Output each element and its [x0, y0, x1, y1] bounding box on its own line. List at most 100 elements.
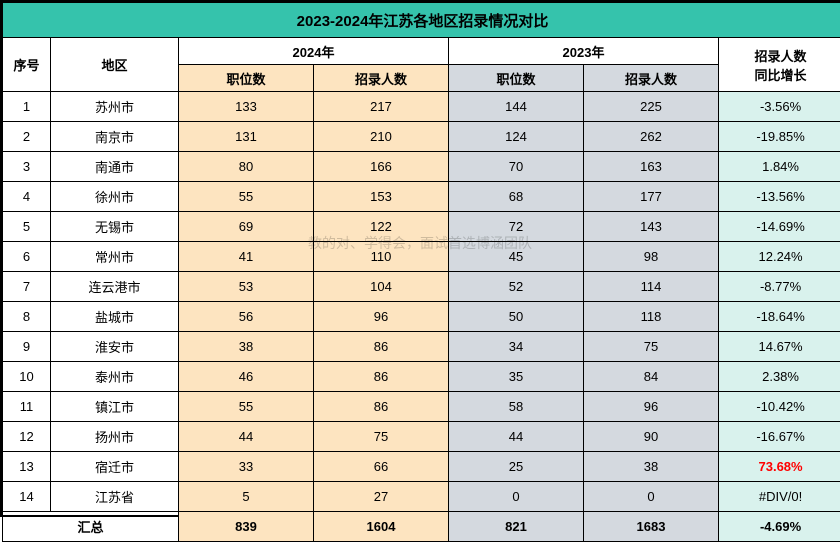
table-row: 4徐州市5515368177-13.56%: [3, 182, 840, 212]
cell-2024-people: 110: [314, 242, 449, 272]
cell-rate: 12.24%: [719, 242, 840, 272]
table-row: 2南京市131210124262-19.85%: [3, 122, 840, 152]
cell-seq: 1: [3, 92, 51, 122]
table-row: 9淮安市3886347514.67%: [3, 332, 840, 362]
cell-seq: 7: [3, 272, 51, 302]
table-row: 13宿迁市3366253873.68%: [3, 452, 840, 482]
cell-seq: 5: [3, 212, 51, 242]
cell-2024-positions: 38: [179, 332, 314, 362]
cell-2024-people: 27: [314, 482, 449, 512]
summary-2024-people: 1604: [314, 512, 449, 542]
cell-region: 泰州市: [51, 362, 179, 392]
header-2023: 2023年: [449, 38, 719, 65]
cell-2024-positions: 55: [179, 182, 314, 212]
cell-seq: 10: [3, 362, 51, 392]
cell-rate: -14.69%: [719, 212, 840, 242]
cell-rate: 14.67%: [719, 332, 840, 362]
summary-label: 汇总: [3, 512, 179, 542]
cell-2023-positions: 50: [449, 302, 584, 332]
recruitment-table: 2023-2024年江苏各地区招录情况对比 序号 地区 2024年 2023年 …: [2, 2, 840, 542]
cell-2023-positions: 52: [449, 272, 584, 302]
cell-2023-people: 143: [584, 212, 719, 242]
cell-2023-positions: 124: [449, 122, 584, 152]
table-row: 12扬州市44754490-16.67%: [3, 422, 840, 452]
cell-2024-positions: 5: [179, 482, 314, 512]
summary-2023-people: 1683: [584, 512, 719, 542]
header-rate-line2: 同比增长: [719, 65, 840, 84]
cell-2024-positions: 80: [179, 152, 314, 182]
table-container: 教的对、学得会，面试首选博涵团队 2023-2024年江苏各地区招录情况对比 序…: [0, 0, 840, 517]
cell-2024-people: 104: [314, 272, 449, 302]
cell-seq: 8: [3, 302, 51, 332]
cell-region: 南通市: [51, 152, 179, 182]
cell-2023-people: 84: [584, 362, 719, 392]
cell-seq: 9: [3, 332, 51, 362]
cell-region: 无锡市: [51, 212, 179, 242]
summary-2024-positions: 839: [179, 512, 314, 542]
cell-2023-people: 90: [584, 422, 719, 452]
header-rate: 招录人数 同比增长: [719, 38, 840, 92]
header-region: 地区: [51, 38, 179, 92]
cell-2024-positions: 41: [179, 242, 314, 272]
cell-region: 盐城市: [51, 302, 179, 332]
cell-2024-positions: 46: [179, 362, 314, 392]
cell-2023-positions: 25: [449, 452, 584, 482]
cell-rate: #DIV/0!: [719, 482, 840, 512]
cell-region: 江苏省: [51, 482, 179, 512]
cell-2023-positions: 35: [449, 362, 584, 392]
table-row: 1苏州市133217144225-3.56%: [3, 92, 840, 122]
cell-2023-positions: 72: [449, 212, 584, 242]
cell-2023-people: 114: [584, 272, 719, 302]
cell-2023-people: 98: [584, 242, 719, 272]
cell-2024-people: 96: [314, 302, 449, 332]
cell-seq: 3: [3, 152, 51, 182]
cell-rate: 2.38%: [719, 362, 840, 392]
cell-2023-positions: 58: [449, 392, 584, 422]
table-title: 2023-2024年江苏各地区招录情况对比: [3, 3, 840, 38]
cell-region: 连云港市: [51, 272, 179, 302]
cell-rate: -19.85%: [719, 122, 840, 152]
table-row: 5无锡市6912272143-14.69%: [3, 212, 840, 242]
cell-region: 宿迁市: [51, 452, 179, 482]
cell-region: 镇江市: [51, 392, 179, 422]
cell-2023-people: 118: [584, 302, 719, 332]
summary-rate: -4.69%: [719, 512, 840, 542]
cell-seq: 12: [3, 422, 51, 452]
cell-2024-people: 166: [314, 152, 449, 182]
cell-2024-people: 217: [314, 92, 449, 122]
cell-2023-people: 96: [584, 392, 719, 422]
header-2024: 2024年: [179, 38, 449, 65]
cell-2023-people: 38: [584, 452, 719, 482]
summary-2023-positions: 821: [449, 512, 584, 542]
table-row: 7连云港市5310452114-8.77%: [3, 272, 840, 302]
cell-seq: 11: [3, 392, 51, 422]
cell-rate: -18.64%: [719, 302, 840, 332]
cell-2023-positions: 70: [449, 152, 584, 182]
cell-2023-positions: 34: [449, 332, 584, 362]
table-row: 3南通市80166701631.84%: [3, 152, 840, 182]
cell-2023-people: 177: [584, 182, 719, 212]
header-rate-line1: 招录人数: [719, 46, 840, 65]
cell-2023-people: 262: [584, 122, 719, 152]
cell-2024-people: 153: [314, 182, 449, 212]
cell-2023-positions: 45: [449, 242, 584, 272]
cell-region: 苏州市: [51, 92, 179, 122]
cell-rate: -13.56%: [719, 182, 840, 212]
table-row: 8盐城市569650118-18.64%: [3, 302, 840, 332]
cell-region: 扬州市: [51, 422, 179, 452]
table-row: 11镇江市55865896-10.42%: [3, 392, 840, 422]
cell-2024-positions: 131: [179, 122, 314, 152]
header-seq: 序号: [3, 38, 51, 92]
cell-2023-people: 0: [584, 482, 719, 512]
cell-seq: 2: [3, 122, 51, 152]
cell-2023-positions: 68: [449, 182, 584, 212]
summary-row: 汇总83916048211683-4.69%: [3, 512, 840, 542]
cell-seq: 14: [3, 482, 51, 512]
cell-2023-positions: 144: [449, 92, 584, 122]
cell-2023-people: 163: [584, 152, 719, 182]
cell-2023-positions: 44: [449, 422, 584, 452]
cell-seq: 6: [3, 242, 51, 272]
cell-rate: 73.68%: [719, 452, 840, 482]
cell-seq: 13: [3, 452, 51, 482]
cell-2024-people: 122: [314, 212, 449, 242]
